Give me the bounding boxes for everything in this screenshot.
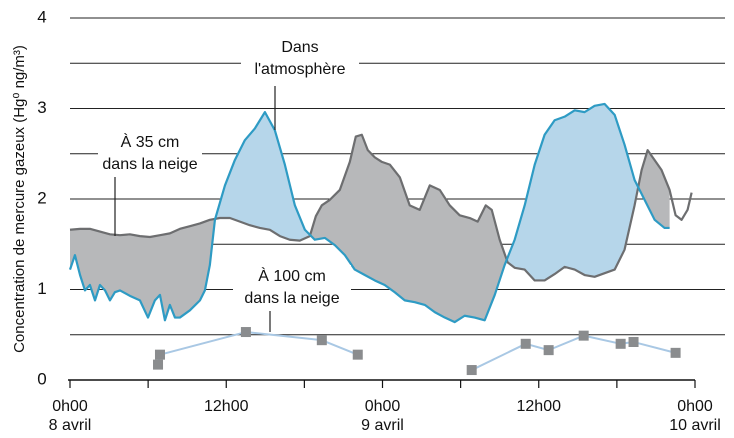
marker <box>154 349 165 360</box>
x-tick-label: 12h00 <box>204 398 249 415</box>
series-label: À 35 cm <box>121 132 180 151</box>
marker <box>543 345 554 356</box>
y-axis-label: Concentration de mercure gazeux (Hg⁰ ng/… <box>11 45 28 353</box>
series-label: dans la neige <box>102 156 197 173</box>
marker <box>670 347 681 358</box>
marker <box>240 327 251 338</box>
x-tick-label: 0h00 <box>365 398 401 415</box>
label-bg <box>98 131 202 177</box>
x-tick-date: 10 avril <box>669 417 721 434</box>
marker <box>628 336 639 347</box>
marker <box>153 359 164 370</box>
series-label: l'atmosphère <box>254 61 345 78</box>
series-line <box>69 133 693 282</box>
y-tick-label: 0 <box>37 369 46 388</box>
x-tick-label: 12h00 <box>517 398 562 415</box>
series-line <box>157 331 676 371</box>
marker <box>466 365 477 376</box>
y-tick-label: 2 <box>37 188 46 207</box>
marker <box>615 338 626 349</box>
x-tick-date: 8 avril <box>49 417 92 434</box>
x-tick-label: 0h00 <box>677 398 713 415</box>
marker <box>520 338 531 349</box>
series-label: À 100 cm <box>258 266 326 285</box>
x-tick-date: 9 avril <box>361 417 404 434</box>
y-tick-label: 3 <box>37 98 46 117</box>
y-tick-label: 1 <box>37 279 46 298</box>
marker <box>578 330 589 341</box>
marker <box>352 349 363 360</box>
label-bg <box>241 36 359 82</box>
series-label: Dans <box>281 39 318 56</box>
marker <box>316 335 327 346</box>
x-tick-label: 0h00 <box>52 398 88 415</box>
series-label: dans la neige <box>244 290 339 307</box>
label-bg <box>233 265 351 311</box>
series-line <box>68 102 670 324</box>
y-tick-label: 4 <box>37 7 46 26</box>
